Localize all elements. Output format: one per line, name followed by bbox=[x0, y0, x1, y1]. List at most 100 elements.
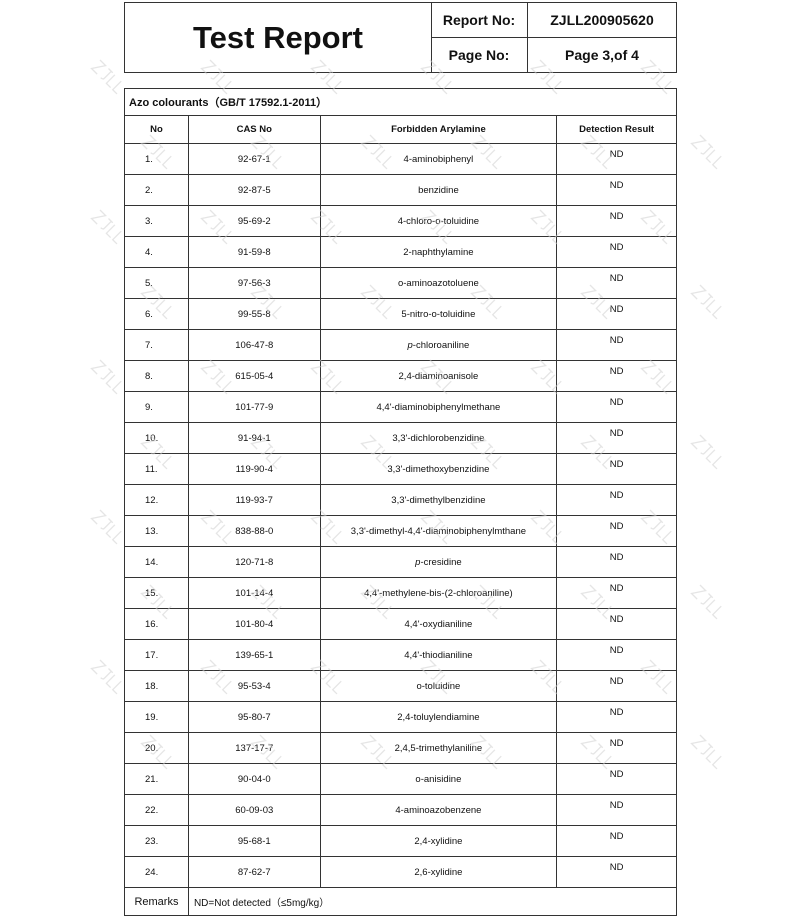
report-no-label: Report No: bbox=[431, 3, 528, 38]
table-row: 21. 90-04-0 o-anisidine ND bbox=[124, 763, 677, 795]
cas-no: 92-67-1 bbox=[187, 143, 321, 175]
detection-result: ND bbox=[556, 267, 677, 299]
arylamine-name: 4,4'-oxydianiline bbox=[319, 608, 558, 640]
watermark-glyph bbox=[690, 734, 722, 770]
cas-no: 87-62-7 bbox=[187, 856, 321, 888]
arylamine-name: 2,4,5-trimethylaniline bbox=[319, 732, 558, 764]
page-no-label: Page No: bbox=[431, 38, 528, 72]
detection-result: ND bbox=[556, 484, 677, 516]
table-row: 16. 101-80-4 4,4'-oxydianiline ND bbox=[124, 608, 677, 640]
row-no: 3. bbox=[124, 205, 189, 237]
table-caption: Azo colourants（GB/T 17592.1-2011） bbox=[124, 88, 677, 116]
cas-no: 101-14-4 bbox=[187, 577, 321, 609]
watermark-glyph bbox=[690, 284, 722, 320]
cas-no: 95-68-1 bbox=[187, 825, 321, 857]
watermark-glyph bbox=[690, 134, 722, 170]
cas-no: 91-94-1 bbox=[187, 422, 321, 454]
row-no: 15. bbox=[124, 577, 189, 609]
watermark-mark bbox=[90, 659, 122, 695]
detection-result: ND bbox=[556, 391, 677, 423]
arylamine-name: 5-nitro-o-toluidine bbox=[319, 298, 558, 330]
table-row: 10. 91-94-1 3,3'-dichlorobenzidine ND bbox=[124, 422, 677, 454]
cas-no: 137-17-7 bbox=[187, 732, 321, 764]
row-no: 18. bbox=[124, 670, 189, 702]
watermark-mark bbox=[90, 209, 122, 245]
detection-result: ND bbox=[556, 763, 677, 795]
detection-result: ND bbox=[556, 577, 677, 609]
arylamine-name: 2-naphthylamine bbox=[319, 236, 558, 268]
arylamine-name: o-aminoazotoluene bbox=[319, 267, 558, 299]
remarks-label: Remarks bbox=[124, 887, 189, 916]
col-header-result: Detection Result bbox=[556, 115, 677, 144]
detection-result: ND bbox=[556, 670, 677, 702]
detection-result: ND bbox=[556, 546, 677, 578]
row-no: 4. bbox=[124, 236, 189, 268]
row-no: 17. bbox=[124, 639, 189, 671]
report-no-value: ZJLL200905620 bbox=[528, 3, 676, 38]
table-row: 20. 137-17-7 2,4,5-trimethylaniline ND bbox=[124, 732, 677, 764]
table-row: 11. 119-90-4 3,3'-dimethoxybenzidine ND bbox=[124, 453, 677, 485]
watermark-mark bbox=[690, 134, 722, 170]
arylamine-name: benzidine bbox=[319, 174, 558, 206]
row-no: 1. bbox=[124, 143, 189, 175]
row-no: 8. bbox=[124, 360, 189, 392]
detection-result: ND bbox=[556, 205, 677, 237]
arylamine-name: 3,3'-dimethylbenzidine bbox=[319, 484, 558, 516]
watermark-glyph bbox=[690, 584, 722, 620]
table-row: 18. 95-53-4 o-toluidine ND bbox=[124, 670, 677, 702]
detection-result: ND bbox=[556, 422, 677, 454]
detection-result: ND bbox=[556, 298, 677, 330]
cas-no: 106-47-8 bbox=[187, 329, 321, 361]
cas-no: 97-56-3 bbox=[187, 267, 321, 299]
table-row: 7. 106-47-8 p-chloroaniline ND bbox=[124, 329, 677, 361]
watermark-glyph bbox=[90, 659, 122, 695]
row-no: 21. bbox=[124, 763, 189, 795]
table-row: 17. 139-65-1 4,4'-thiodianiline ND bbox=[124, 639, 677, 671]
arylamine-name: 2,6-xylidine bbox=[319, 856, 558, 888]
detection-result: ND bbox=[556, 701, 677, 733]
row-no: 22. bbox=[124, 794, 189, 826]
cas-no: 838-88-0 bbox=[187, 515, 321, 547]
table-row: 6. 99-55-8 5-nitro-o-toluidine ND bbox=[124, 298, 677, 330]
cas-no: 119-90-4 bbox=[187, 453, 321, 485]
cas-no: 60-09-03 bbox=[187, 794, 321, 826]
row-no: 5. bbox=[124, 267, 189, 299]
row-no: 14. bbox=[124, 546, 189, 578]
table-row: 3. 95-69-2 4-chloro-o-toluidine ND bbox=[124, 205, 677, 237]
detection-result: ND bbox=[556, 515, 677, 547]
cas-no: 95-80-7 bbox=[187, 701, 321, 733]
watermark-mark bbox=[690, 734, 722, 770]
cas-no: 91-59-8 bbox=[187, 236, 321, 268]
cas-no: 120-71-8 bbox=[187, 546, 321, 578]
row-no: 24. bbox=[124, 856, 189, 888]
row-no: 12. bbox=[124, 484, 189, 516]
arylamine-name: p-chloroaniline bbox=[319, 329, 558, 361]
table-row: 24. 87-62-7 2,6-xylidine ND bbox=[124, 856, 677, 888]
arylamine-name: 3,3'-dimethyl-4,4'-diaminobiphenylmthane bbox=[319, 515, 558, 547]
table-row: 5. 97-56-3 o-aminoazotoluene ND bbox=[124, 267, 677, 299]
watermark-mark bbox=[90, 59, 122, 95]
watermark-mark bbox=[90, 359, 122, 395]
cas-no: 101-77-9 bbox=[187, 391, 321, 423]
detection-result: ND bbox=[556, 856, 677, 888]
table-row: 4. 91-59-8 2-naphthylamine ND bbox=[124, 236, 677, 268]
watermark-glyph bbox=[90, 59, 122, 95]
row-no: 7. bbox=[124, 329, 189, 361]
detection-result: ND bbox=[556, 639, 677, 671]
arylamine-name: o-toluidine bbox=[319, 670, 558, 702]
watermark-glyph bbox=[90, 359, 122, 395]
remarks-value: ND=Not detected（≤5mg/kg） bbox=[187, 887, 678, 916]
row-no: 10. bbox=[124, 422, 189, 454]
table-row: 9. 101-77-9 4,4'-diaminobiphenylmethane ND bbox=[124, 391, 677, 423]
arylamine-name: 4,4'-diaminobiphenylmethane bbox=[319, 391, 558, 423]
watermark-glyph bbox=[90, 209, 122, 245]
arylamine-name: 3,3'-dichlorobenzidine bbox=[319, 422, 558, 454]
row-no: 16. bbox=[124, 608, 189, 640]
detection-result: ND bbox=[556, 360, 677, 392]
detection-result: ND bbox=[556, 329, 677, 361]
watermark-glyph bbox=[690, 434, 722, 470]
table-row: 8. 615-05-4 2,4-diaminoanisole ND bbox=[124, 360, 677, 392]
table-row: 14. 120-71-8 p-cresidine ND bbox=[124, 546, 677, 578]
row-no: 6. bbox=[124, 298, 189, 330]
detection-result: ND bbox=[556, 143, 677, 175]
